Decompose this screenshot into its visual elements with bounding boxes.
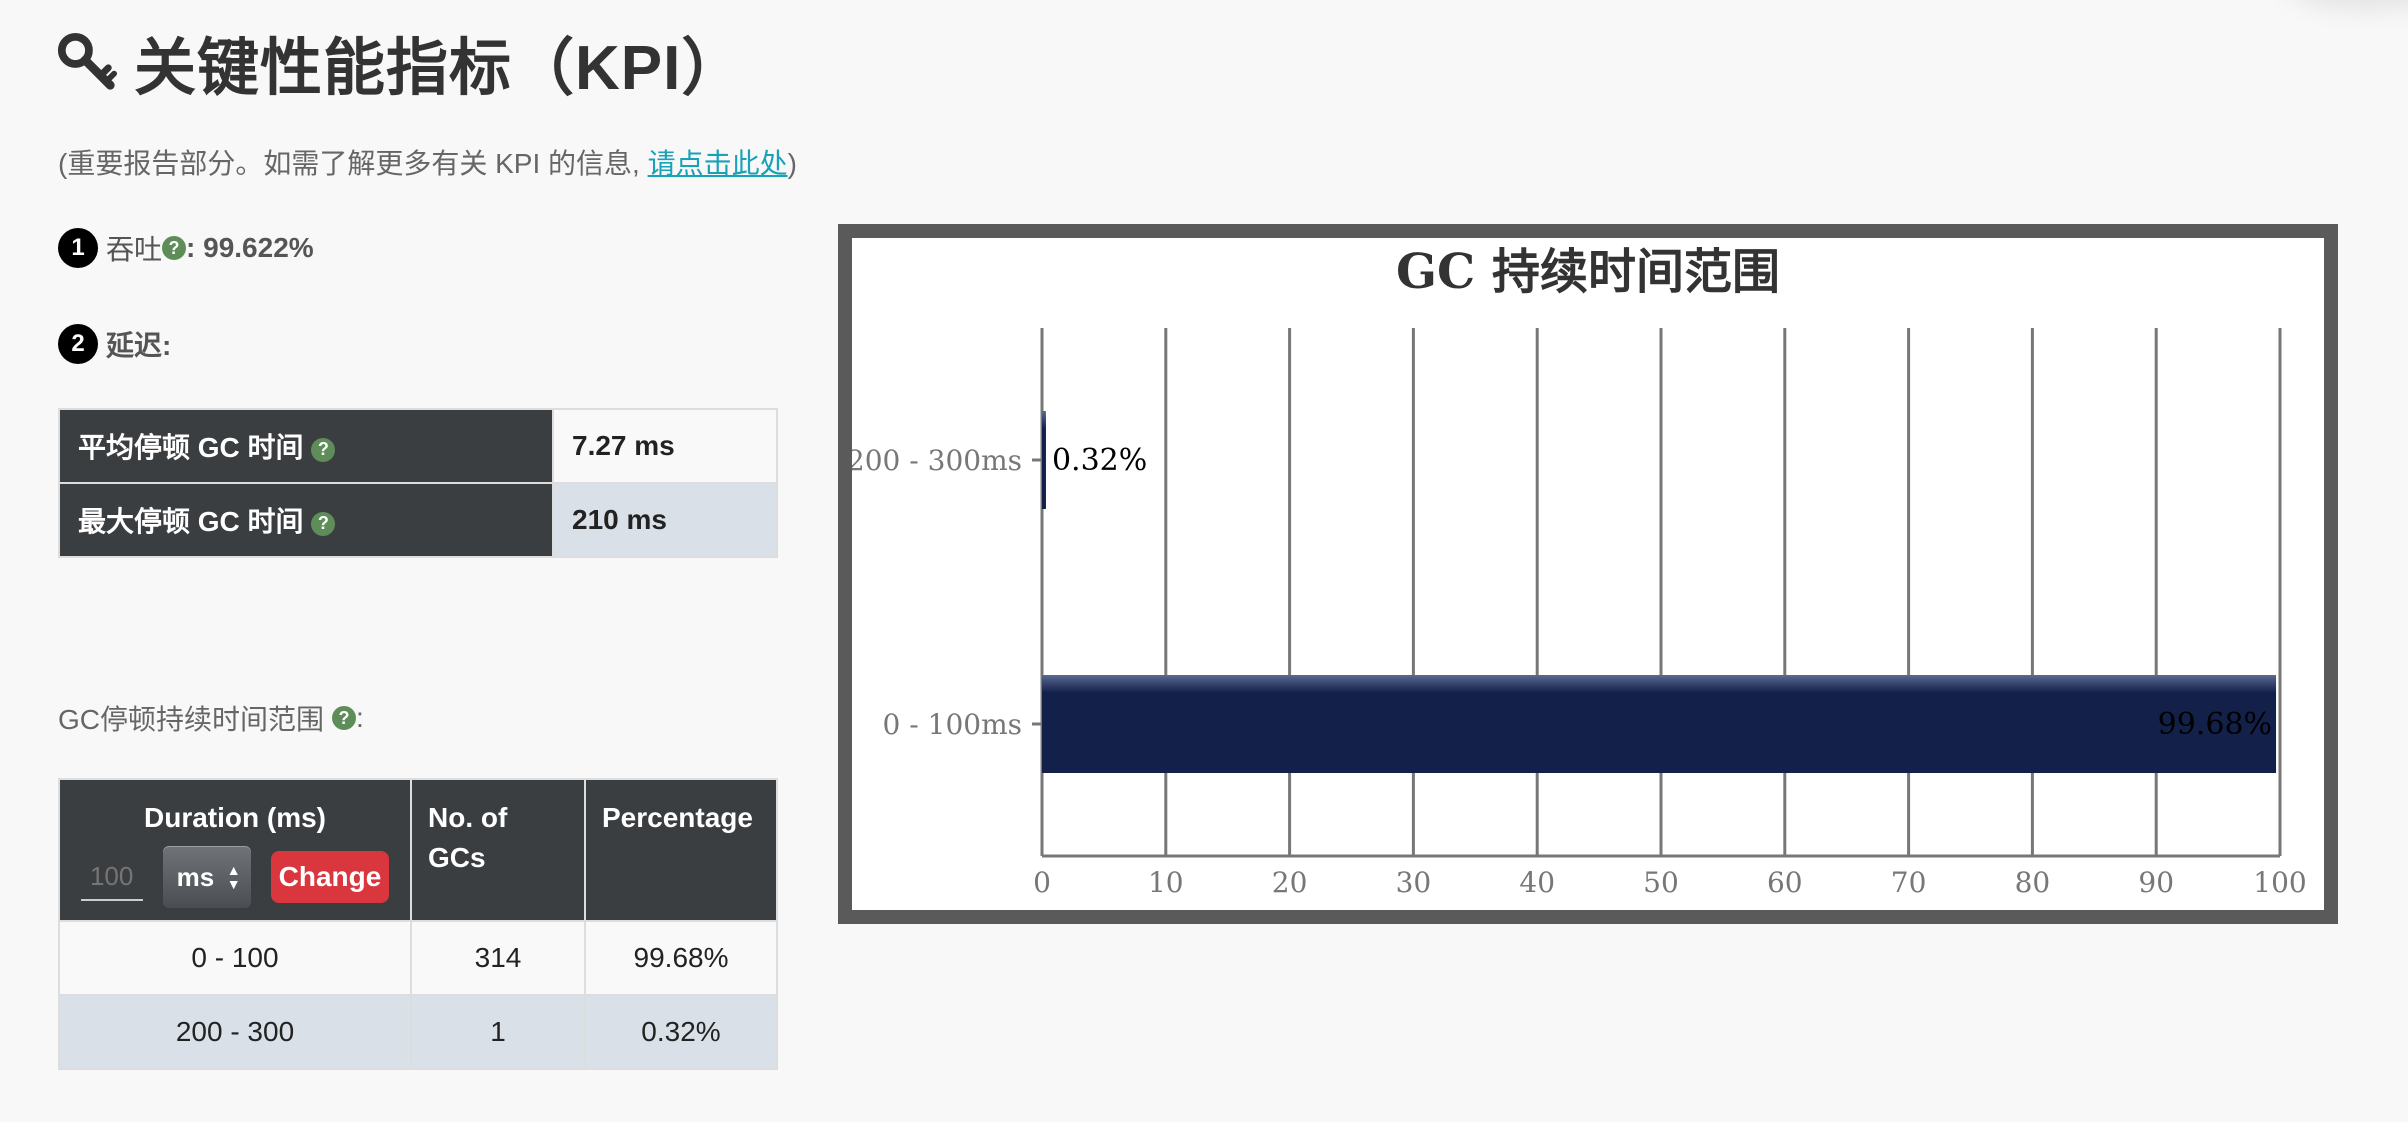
gc-duration-chart-frame: GC 持续时间范围 0.32% 99.68% 0 10 20 30 40 50 60 70 80 9… [838,224,2338,924]
percentage-column-header: Percentage [584,778,778,922]
subtitle-suffix: ) [787,148,797,179]
x-tick-label: 0 [1033,866,1051,899]
subtitle: (重要报告部分。如需了解更多有关 KPI 的信息, 请点击此处) [58,142,797,182]
change-button[interactable]: Change [270,851,390,903]
latency-label: 延迟: [106,330,172,361]
throughput-value: : 99.622% [186,232,314,263]
question-icon[interactable]: ? [311,511,336,536]
latency-number-badge: 2 [58,324,98,364]
table-row: 200 - 300 1 0.32% [58,994,778,1070]
throughput-label: 吞吐 [106,234,163,265]
percent-cell: 0.32% [584,994,778,1070]
gc-count-column-header: No. of GCs [410,778,586,922]
duration-section-text: GC停顿持续时间范围 [58,704,325,735]
chart-grid [1032,328,2282,858]
table-row: 0 - 100 314 99.68% [58,920,778,996]
table-header-row: Duration (ms) ms ▲▼ Change No. of GCs Pe… [58,778,778,922]
x-tick-label: 20 [1272,866,1308,899]
table-row: 最大停顿 GC 时间 ? 210 ms [58,482,778,558]
throughput-number-badge: 1 [58,228,98,268]
duration-table: Duration (ms) ms ▲▼ Change No. of GCs Pe… [58,778,778,1070]
chart-title: GC 持续时间范围 [1396,244,1780,300]
gc-duration-chart: GC 持续时间范围 0.32% 99.68% 0 10 20 30 40 50 60 70 80 9… [852,238,2324,910]
table-row: 平均停顿 GC 时间 ? 7.27 ms [58,408,778,484]
select-arrows-icon: ▲ ▼ [226,862,241,892]
duration-controls: ms ▲▼ Change [76,846,394,908]
page-title: 关键性能指标（KPI） [134,34,745,103]
range-cell: 200 - 300 [58,994,412,1070]
key-icon [57,32,118,90]
avg-pause-label-cell: 平均停顿 GC 时间 ? [58,408,554,484]
x-tick-label: 50 [1643,866,1679,899]
question-icon[interactable]: ? [311,437,336,462]
chart-svg: GC 持续时间范围 0.32% 99.68% 0 10 20 30 40 50 60 70 80 9… [852,244,2307,899]
count-cell: 1 [410,994,586,1070]
question-icon[interactable]: ? [162,236,187,260]
bar-data-label: 0.32% [1052,443,1147,478]
range-cell: 0 - 100 [58,920,412,996]
max-pause-value: 210 ms [552,482,778,558]
bar[interactable] [1042,675,2277,773]
y-category-label: 200 - 300ms [852,444,1022,477]
max-pause-label-cell: 最大停顿 GC 时间 ? [58,482,554,558]
unit-select[interactable]: ms ▲ ▼ [162,846,251,908]
chart-x-ticks: 0 10 20 30 40 50 60 70 80 90 100 [1033,866,2307,899]
page-header: 关键性能指标（KPI） [56,22,744,103]
unit-select-value: ms [176,862,215,892]
y-category-label: 0 - 100ms [883,708,1022,741]
count-cell: 314 [410,920,586,996]
x-tick-label: 10 [1148,866,1184,899]
latency-line: 2 延迟: [58,324,171,364]
bar[interactable] [1042,411,1046,509]
x-tick-label: 60 [1767,866,1803,899]
duration-column-header: Duration (ms) ms ▲▼ Change [58,778,412,922]
chart-y-labels: 200 - 300ms 0 - 100ms [852,444,1022,741]
duration-section-label: GC停顿持续时间范围 ? : [58,698,364,738]
x-tick-label: 30 [1396,866,1432,899]
bar-data-label: 99.68% [2158,707,2272,742]
x-tick-label: 90 [2138,866,2174,899]
learn-more-link[interactable]: 请点击此处 [647,148,788,179]
x-tick-label: 80 [2015,866,2051,899]
avg-pause-label: 平均停顿 GC 时间 [78,432,304,463]
duration-input[interactable] [80,853,143,901]
x-tick-label: 70 [1891,866,1927,899]
x-tick-label: 100 [2253,866,2306,899]
avg-pause-value: 7.27 ms [552,408,778,484]
window-corner-shadow [2288,0,2408,10]
duration-section-colon: : [356,702,364,733]
question-icon[interactable]: ? [332,706,357,730]
duration-header-label: Duration (ms) [144,802,326,833]
percent-cell: 99.68% [584,920,778,996]
x-tick-label: 40 [1519,866,1555,899]
latency-table: 平均停顿 GC 时间 ? 7.27 ms 最大停顿 GC 时间 ? 210 ms [58,408,778,558]
max-pause-label: 最大停顿 GC 时间 [78,506,304,537]
chart-bars: 0.32% 99.68% [1042,411,2277,773]
subtitle-prefix: (重要报告部分。如需了解更多有关 KPI 的信息, [58,148,648,179]
throughput-line: 1 吞吐 ? : 99.622% [58,228,314,268]
